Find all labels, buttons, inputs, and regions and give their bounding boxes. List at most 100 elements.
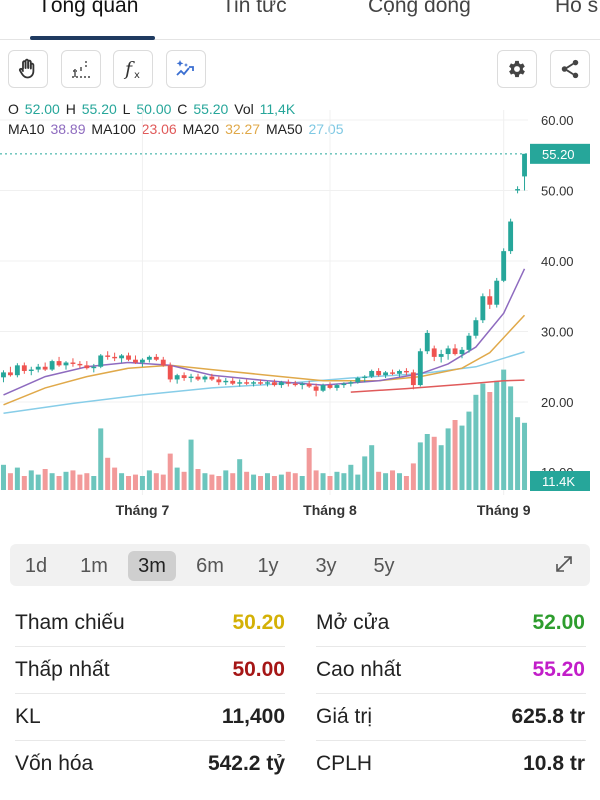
market-cap-label: Vốn hóa <box>15 752 94 775</box>
candle-body <box>459 349 465 355</box>
candle-body <box>153 356 159 360</box>
volume-bar <box>126 476 132 490</box>
settings-button[interactable] <box>497 50 537 88</box>
volume-bar <box>494 380 500 490</box>
open-price-label: Mở cửa <box>316 611 390 634</box>
volume-bar <box>167 453 173 490</box>
range-3y[interactable]: 3y <box>315 555 337 577</box>
time-range-selector: 1d 1m 3m 6m 1y 3y 5y <box>10 544 590 586</box>
divider <box>316 646 586 647</box>
candle-body <box>487 296 493 305</box>
volume-bar <box>334 471 340 490</box>
candle-body <box>494 280 500 305</box>
volume-bar <box>348 464 354 490</box>
low-price-value: 50.00 <box>232 658 285 681</box>
volume-bar <box>188 439 194 490</box>
volume-key: Vol <box>234 101 254 117</box>
volume-bar <box>424 434 430 490</box>
expand-icon[interactable] <box>552 552 576 576</box>
volume-bar <box>112 467 118 490</box>
candle-body <box>306 383 312 387</box>
outstanding-shares-value: 10.8 tr <box>523 752 585 775</box>
candle-body <box>133 359 138 363</box>
volume-bar <box>522 422 528 490</box>
tab-community[interactable]: Cộng đồng <box>368 0 471 17</box>
range-3m[interactable]: 3m <box>128 551 176 581</box>
volume-bar <box>63 471 69 490</box>
traded-value-value: 625.8 tr <box>511 705 585 728</box>
candle-body <box>70 362 76 364</box>
svg-text:x: x <box>134 70 140 81</box>
volume-bar <box>390 470 396 490</box>
divider <box>15 740 285 741</box>
crosshair-tool-button[interactable] <box>61 50 101 88</box>
ma10-key: MA10 <box>8 121 45 137</box>
divider <box>316 740 586 741</box>
x-tick-label: Tháng 7 <box>116 502 170 518</box>
candle-body <box>91 366 97 369</box>
ohlc-legend: O 52.00 H 55.20 L 50.00 C 55.20 Vol 11,4… <box>8 101 297 117</box>
svg-text:f: f <box>123 58 135 80</box>
range-1d[interactable]: 1d <box>24 555 48 577</box>
candle-body <box>160 359 166 366</box>
traded-value-label: Giá trị <box>316 705 373 728</box>
volume-bar <box>376 471 382 490</box>
volume-bar <box>174 467 180 490</box>
gear-icon <box>509 60 525 78</box>
candle-body <box>146 356 152 360</box>
volume-bar <box>160 474 166 490</box>
range-5y[interactable]: 5y <box>373 555 395 577</box>
last-price-tag <box>530 143 590 164</box>
indicator-function-button[interactable]: f x <box>113 50 153 88</box>
close-key: C <box>177 101 188 117</box>
volume-bar <box>0 464 6 490</box>
candle-body <box>195 376 201 380</box>
volume-bar <box>237 459 243 490</box>
candle-body <box>84 365 90 369</box>
volume-bar <box>320 473 326 490</box>
candle-body <box>98 355 104 367</box>
volume-bar <box>383 473 389 490</box>
price-chart[interactable]: 60.0050.0040.0030.0020.0010.0055.2011.4K… <box>0 108 600 528</box>
range-1m[interactable]: 1m <box>80 555 108 577</box>
volume-bar <box>216 476 222 490</box>
range-6m[interactable]: 6m <box>196 555 224 577</box>
open-value: 52.00 <box>24 101 60 117</box>
candle-body <box>369 370 375 377</box>
tab-news[interactable]: Tin tức <box>222 0 287 17</box>
candle-body <box>209 376 215 380</box>
magic-wand-icon <box>176 60 194 76</box>
candle-body <box>181 375 187 379</box>
tab-overview[interactable]: Tổng quan <box>38 0 139 17</box>
volume-bar <box>278 474 284 490</box>
volume-bar <box>445 428 451 490</box>
volume-value: 11,4K <box>259 101 296 117</box>
candle-body <box>417 351 423 386</box>
x-tick-label: Tháng 9 <box>477 502 531 518</box>
share-button[interactable] <box>550 50 590 88</box>
candle-body <box>202 376 208 380</box>
candle-body <box>119 355 125 359</box>
reference-price-label: Tham chiếu <box>15 611 125 634</box>
candle-body <box>403 370 409 373</box>
volume-bar <box>77 474 83 490</box>
candle-body <box>376 370 382 376</box>
tab-profile[interactable]: Hồ s <box>555 0 599 17</box>
ma20-key: MA20 <box>182 121 220 137</box>
top-tab-bar: Tổng quan Tin tức Cộng đồng Hồ s <box>0 0 600 40</box>
range-1y[interactable]: 1y <box>257 555 279 577</box>
candle-body <box>28 369 34 371</box>
last-volume-label: 11.4K <box>542 474 575 489</box>
volume-bar <box>70 470 76 490</box>
ma-legend: MA10 38.89 MA100 23.06 MA20 32.27 MA50 2… <box>8 121 346 137</box>
candle-body <box>522 153 527 177</box>
candle-body <box>362 376 368 379</box>
volume-bar <box>56 476 62 490</box>
candle-body <box>320 385 326 391</box>
close-value: 55.20 <box>193 101 229 117</box>
auto-analysis-button[interactable] <box>166 50 206 88</box>
hand-tool-button[interactable] <box>8 50 48 88</box>
volume-bar <box>403 476 409 490</box>
candle-body <box>174 375 180 380</box>
candle-body <box>188 376 194 379</box>
